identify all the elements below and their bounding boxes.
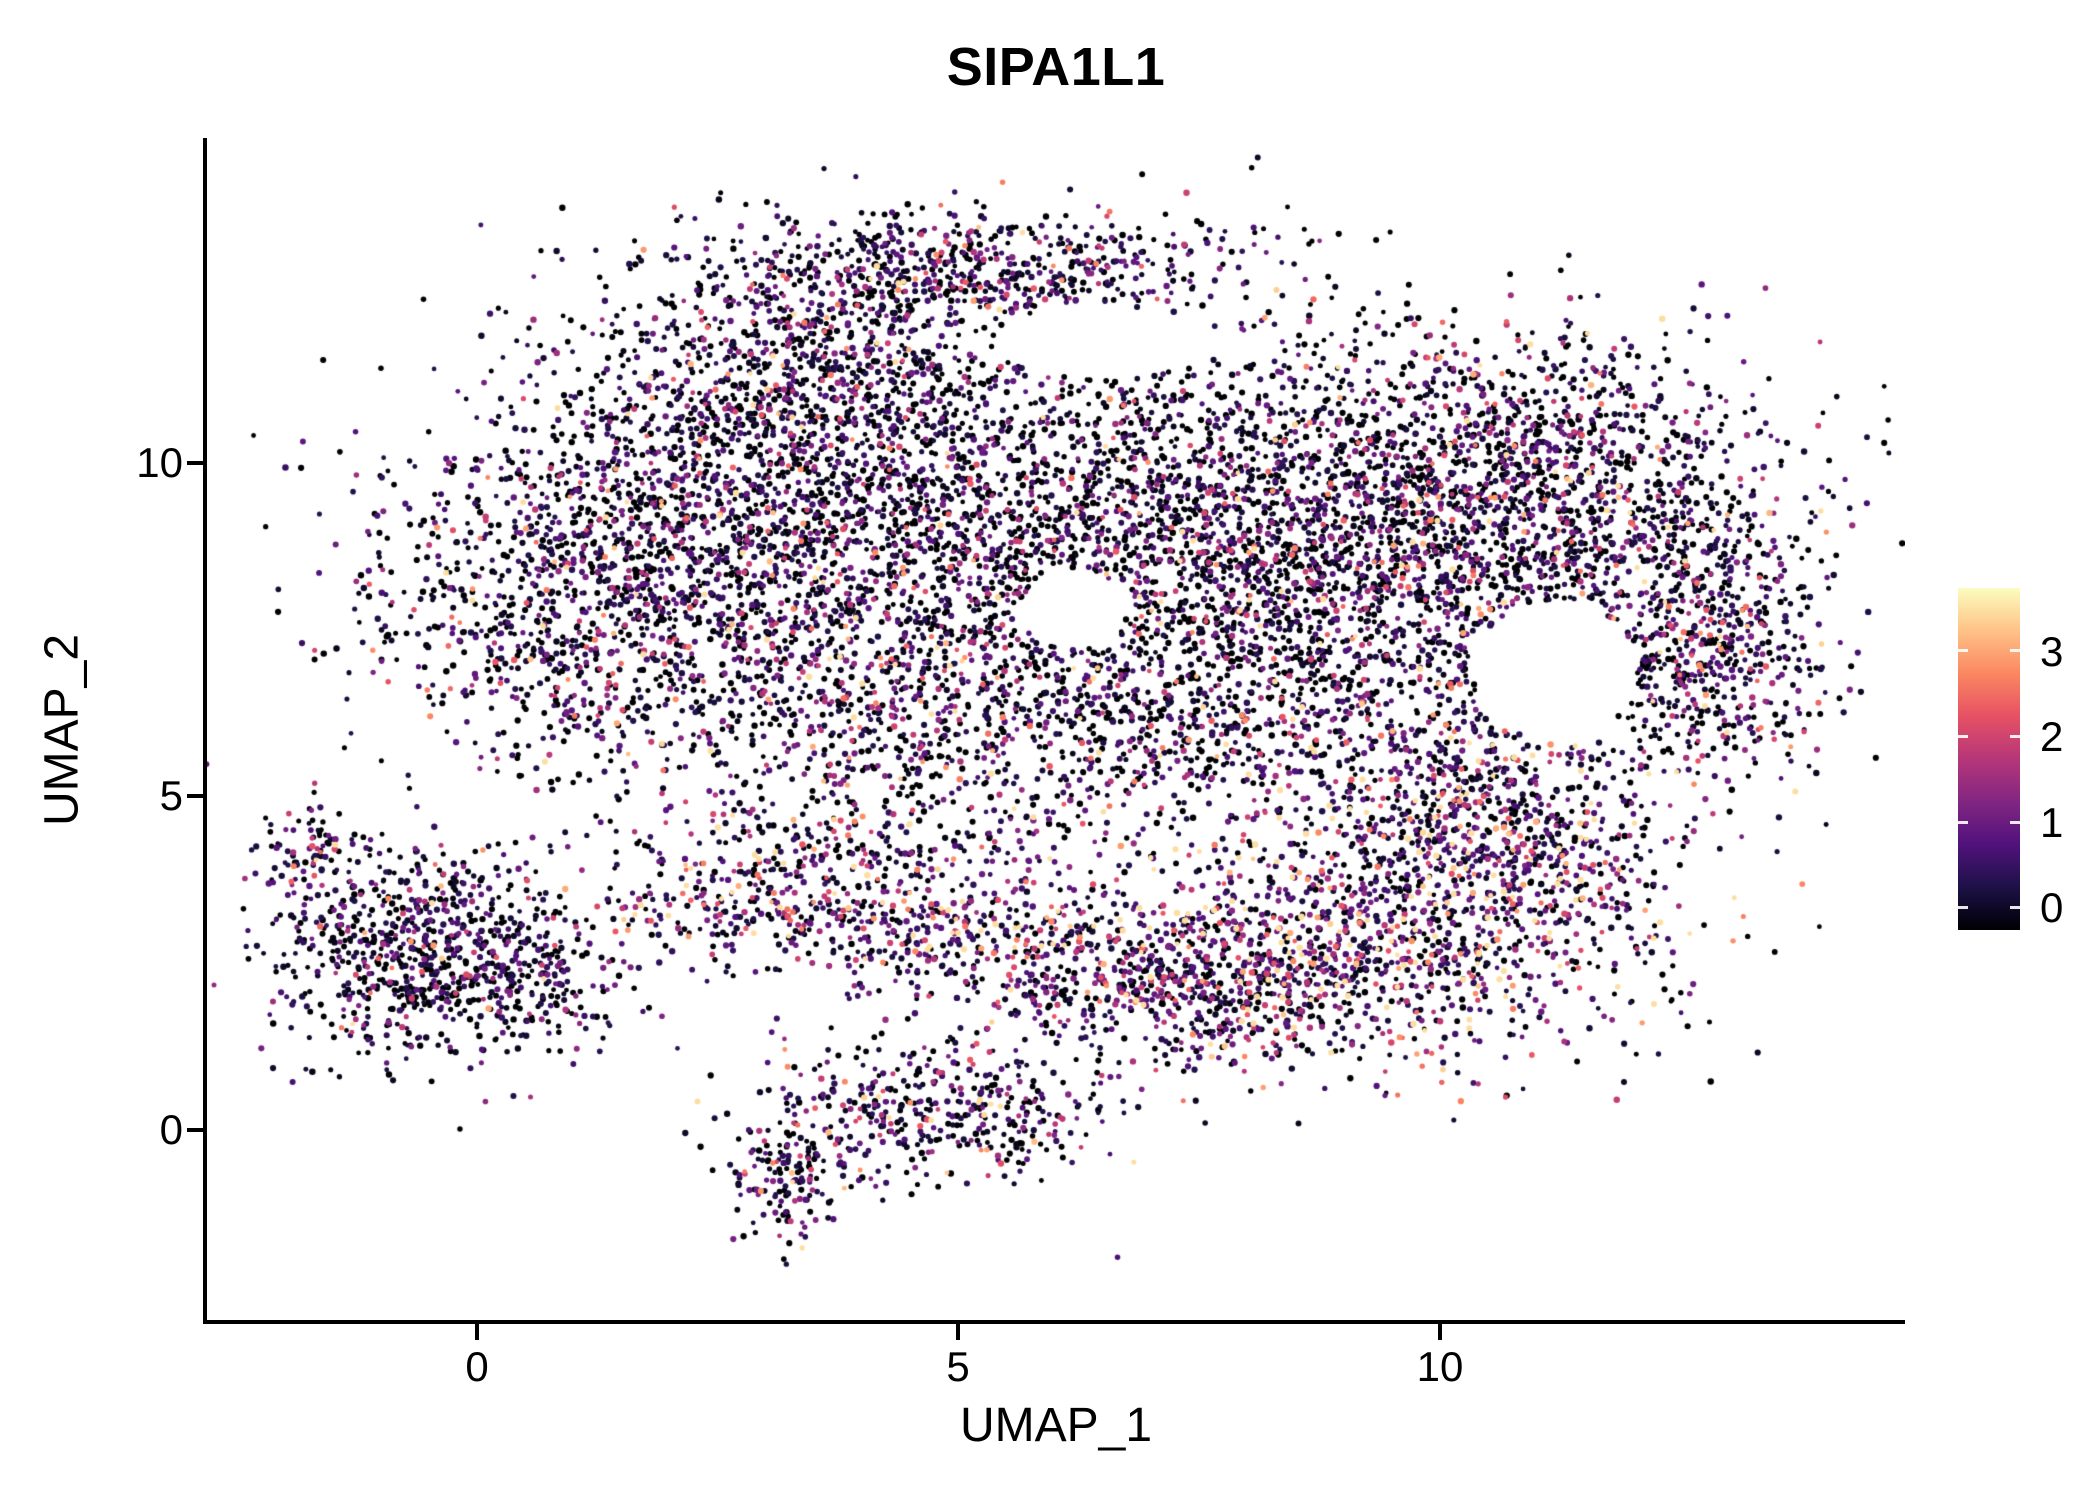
colorbar-tick-mark xyxy=(1958,649,1968,652)
colorbar-tick-label: 1 xyxy=(2040,799,2064,846)
y-tick-mark xyxy=(187,461,203,465)
colorbar-tick-mark xyxy=(1958,735,1968,738)
colorbar-tick-mark xyxy=(2010,906,2020,909)
y-tick-mark xyxy=(187,1128,203,1132)
x-tick-mark xyxy=(475,1324,479,1340)
y-tick-label: 5 xyxy=(159,772,183,819)
colorbar-tick-mark xyxy=(1958,821,1968,824)
colorbar-gradient xyxy=(1958,588,2020,930)
x-tick-label: 0 xyxy=(465,1343,489,1390)
colorbar-tick-label: 0 xyxy=(2040,884,2064,931)
y-tick-label: 0 xyxy=(159,1106,183,1153)
x-axis-line xyxy=(203,1320,1905,1324)
plot-title: SIPA1L1 xyxy=(946,37,1166,97)
y-tick-label: 10 xyxy=(136,439,183,486)
colorbar-tick-label: 3 xyxy=(2040,628,2064,675)
x-tick-label: 5 xyxy=(946,1343,970,1390)
y-axis-line xyxy=(203,138,207,1324)
y-tick-mark xyxy=(187,794,203,798)
colorbar-tick-label: 2 xyxy=(2040,713,2064,760)
x-tick-mark xyxy=(956,1324,960,1340)
umap-scatter-canvas xyxy=(207,140,1905,1320)
colorbar-tick-mark xyxy=(2010,649,2020,652)
x-axis-title: UMAP_1 xyxy=(959,1399,1153,1452)
x-tick-mark xyxy=(1438,1324,1442,1340)
x-tick-label: 10 xyxy=(1416,1343,1464,1390)
colorbar-tick-mark xyxy=(1958,906,1968,909)
colorbar-tick-mark xyxy=(2010,735,2020,738)
colorbar-tick-mark xyxy=(2010,821,2020,824)
